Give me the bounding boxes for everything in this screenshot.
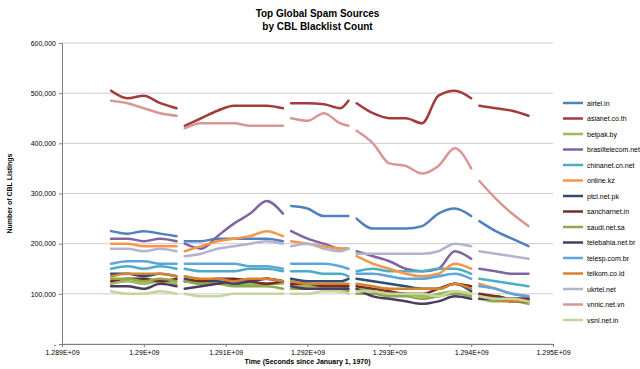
legend-swatch	[563, 195, 583, 198]
series-line	[111, 101, 528, 226]
legend-label: vsnl.net.in	[587, 317, 619, 324]
tick-mark	[226, 344, 227, 347]
tick-label: 500,000	[31, 90, 56, 97]
series-line	[111, 241, 528, 259]
axis-line	[59, 44, 63, 345]
legend-swatch	[563, 210, 583, 213]
legend-label: sancharnet.in	[587, 208, 629, 215]
tick-label: 100,000	[31, 291, 56, 298]
legend-swatch	[563, 241, 583, 244]
tick: 100,000	[31, 291, 62, 298]
legend-swatch	[563, 257, 583, 260]
legend-label: chinanet.cn.net	[587, 162, 635, 169]
legend-swatch	[563, 319, 583, 322]
grid	[62, 43, 553, 344]
tick-mark	[59, 244, 62, 245]
tick-label: 400,000	[31, 140, 56, 147]
tick: 600,000	[31, 40, 62, 47]
series-line	[111, 274, 528, 302]
legend-label: brasiltelecom.net.br	[587, 146, 640, 153]
legend-swatch	[563, 102, 583, 105]
legend-label: telkom.co.id	[587, 270, 624, 277]
tick-label: 600,000	[31, 40, 56, 47]
legend-swatch	[563, 226, 583, 229]
tick-label: 1.29E+09	[129, 349, 159, 356]
tick-label: 1.292E+09	[291, 349, 325, 356]
tick-mark	[308, 344, 309, 347]
grid-line	[62, 93, 553, 94]
tick-mark	[59, 294, 62, 295]
axis-line	[63, 345, 554, 348]
tick: 1.293E+09	[373, 344, 407, 356]
tick-mark	[59, 194, 62, 195]
tick-mark	[59, 93, 62, 94]
tick-mark	[59, 143, 62, 144]
tick-mark	[553, 344, 554, 347]
tick: 1.295E+09	[536, 344, 570, 356]
x-axis-title: Time (Seconds since January 1, 1970)	[245, 358, 371, 366]
tick-label: 1.295E+09	[536, 349, 570, 356]
legend-label: ukrtel.net	[587, 286, 616, 293]
tick: 1.294E+09	[455, 344, 489, 356]
tick-label: 1.294E+09	[455, 349, 489, 356]
tick-mark	[144, 344, 145, 347]
tick: 200,000	[31, 240, 62, 247]
chart: 1.289E+09 1.29E+09 1.291E+09 1.292E+09 1.293…	[0, 0, 640, 369]
tick-mark	[389, 344, 390, 347]
series-line	[111, 279, 528, 304]
legend-label: belpak.by	[587, 131, 617, 139]
tick-label: 1.291E+09	[209, 349, 243, 356]
series-line	[111, 291, 528, 301]
legend-label: vnnic.net.vn	[587, 301, 624, 308]
tick-label: -	[54, 341, 57, 348]
legend-swatch	[563, 117, 583, 120]
legend: airtel.in asianet.co.th belpak.by brasiltel…	[563, 100, 640, 324]
legend-label: ptcl.net.pk	[587, 193, 619, 201]
tick: 500,000	[31, 90, 62, 97]
legend-swatch	[563, 164, 583, 167]
legend-label: telesp.com.br	[587, 255, 630, 263]
tick-label: 1.289E+09	[45, 349, 79, 356]
tick-label: 300,000	[31, 190, 56, 197]
tick: 400,000	[31, 140, 62, 147]
series-line	[111, 279, 528, 304]
grid-line	[62, 143, 553, 144]
series-line	[111, 91, 528, 126]
legend-swatch	[563, 133, 583, 136]
tick-mark	[59, 344, 62, 345]
tick-mark	[471, 344, 472, 347]
legend-swatch	[563, 303, 583, 306]
tick: 1.289E+09	[45, 344, 79, 356]
legend-label: airtel.in	[587, 100, 610, 107]
tick: -	[54, 341, 62, 348]
x-axis: 1.289E+09 1.29E+09 1.291E+09 1.292E+09 1.293…	[45, 344, 570, 356]
legend-label: telebahia.net.br	[587, 239, 636, 246]
legend-swatch	[563, 148, 583, 151]
legend-swatch	[563, 272, 583, 275]
subtitle: by CBL Blacklist Count	[262, 21, 373, 32]
legend-swatch	[563, 179, 583, 182]
tick: 1.292E+09	[291, 344, 325, 356]
tick: 1.291E+09	[209, 344, 243, 356]
title: Top Global Spam Sources	[256, 8, 380, 19]
legend-label: asianet.co.th	[587, 115, 627, 122]
tick-label: 200,000	[31, 240, 56, 247]
tick: 300,000	[31, 190, 62, 197]
legend-swatch	[563, 288, 583, 291]
legend-label: online.kz	[587, 177, 615, 184]
plot-area	[111, 91, 528, 304]
tick: 1.29E+09	[129, 344, 159, 356]
tick-mark	[59, 43, 62, 44]
y-axis-title: Number of CBL Listings	[6, 153, 14, 233]
grid-line	[62, 193, 553, 194]
grid-line	[62, 43, 553, 44]
y-axis: - 100,000 200,000 300,000 400,000 500,000 600,…	[31, 40, 63, 348]
legend-label: saudi.net.sa	[587, 224, 625, 231]
tick-label: 1.293E+09	[373, 349, 407, 356]
